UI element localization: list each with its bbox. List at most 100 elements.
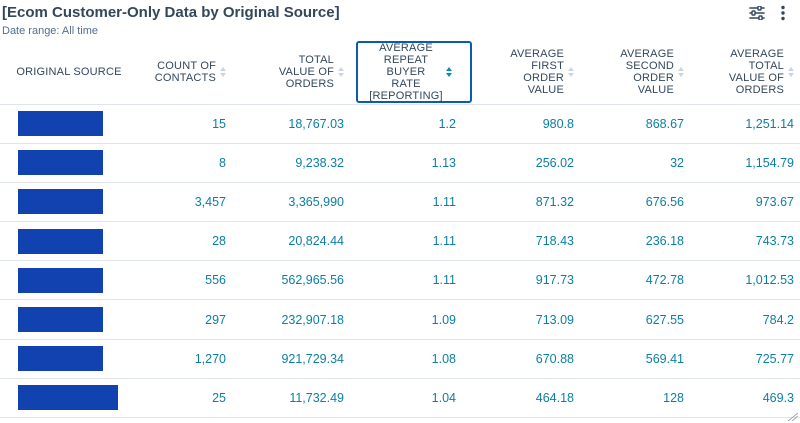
cell-second_order: 868.67 (580, 104, 690, 144)
cell-avg_total: 1,251.14 (690, 104, 800, 144)
column-header-label: AVERAGE FIRST ORDER VALUE (510, 48, 564, 96)
column-header-label: TOTAL VALUE OF ORDERS (279, 54, 334, 90)
cell-avg_total: 1,154.79 (690, 143, 800, 183)
cell-first_order: 718.43 (478, 221, 580, 262)
sort-arrows-icon[interactable] (338, 66, 344, 77)
header-line: ORDERS (735, 83, 784, 96)
header-line: VALUE (637, 83, 674, 96)
cell-second_order: 32 (580, 143, 690, 183)
date-range-label: Date range: All time (2, 25, 98, 37)
column-header-contacts[interactable]: COUNT OF CONTACTS (138, 40, 232, 105)
header-line: CONTACTS (154, 71, 216, 84)
cell-avg_total: 469.3 (690, 378, 800, 419)
cell-repeat_rate: 1.09 (350, 299, 478, 340)
column-header-label: AVERAGE TOTAL VALUE OF ORDERS (729, 48, 784, 96)
cell-original-source (0, 182, 138, 223)
cell-repeat_rate: 1.2 (350, 104, 478, 144)
cell-second_order: 472.78 (580, 260, 690, 301)
header-line: REPEAT BUYER (383, 53, 429, 78)
header-line: VALUE (527, 83, 564, 96)
cell-second_order: 569.41 (580, 339, 690, 379)
cell-contacts: 1,270 (138, 339, 232, 379)
header-line: AVERAGE (730, 47, 784, 60)
column-header-first_order[interactable]: AVERAGE FIRST ORDER VALUE (478, 40, 580, 105)
header-line: ORIGINAL SOURCE (16, 65, 122, 78)
cell-contacts: 25 (138, 378, 232, 419)
sort-arrows-icon[interactable] (220, 66, 226, 77)
more-options-button[interactable] (774, 4, 792, 22)
vertical-ellipsis-icon (781, 5, 785, 21)
cell-total_value: 9,238.32 (232, 143, 350, 183)
report-table: ORIGINAL SOURCE COUNT OF CONTACTS TOTAL VALU… (0, 40, 800, 419)
cell-first_order: 464.18 (478, 378, 580, 419)
cell-second_order: 128 (580, 378, 690, 419)
header-line: ORDERS (285, 77, 334, 90)
cell-second_order: 627.55 (580, 299, 690, 340)
column-header-label: COUNT OF CONTACTS (155, 60, 216, 84)
cell-first_order: 917.73 (478, 260, 580, 301)
report-title: [Ecom Customer-Only Data by Original Sou… (2, 4, 340, 21)
cell-avg_total: 973.67 (690, 182, 800, 223)
header-line: VALUE OF (278, 65, 334, 78)
column-header-avg_total[interactable]: AVERAGE TOTAL VALUE OF ORDERS (690, 40, 800, 105)
table-header-row: ORIGINAL SOURCE COUNT OF CONTACTS TOTAL VALU… (0, 40, 800, 105)
resize-grip-icon[interactable] (788, 413, 798, 421)
column-header-second_order[interactable]: AVERAGE SECOND ORDER VALUE (580, 40, 690, 105)
cell-first_order: 713.09 (478, 299, 580, 340)
cell-contacts: 28 (138, 221, 232, 262)
cell-total_value: 921,729.34 (232, 339, 350, 379)
cell-contacts: 15 (138, 104, 232, 144)
sliders-icon (749, 6, 765, 20)
cell-total_value: 562,965.56 (232, 260, 350, 301)
header-line: COUNT OF (157, 59, 216, 72)
cell-contacts: 556 (138, 260, 232, 301)
cell-total_value: 3,365,990 (232, 182, 350, 223)
sort-arrows-icon[interactable] (568, 66, 574, 77)
cell-first_order: 871.32 (478, 182, 580, 223)
cell-avg_total: 1,012.53 (690, 260, 800, 301)
cell-total_value: 20,824.44 (232, 221, 350, 262)
cell-repeat_rate: 1.08 (350, 339, 478, 379)
redacted-source-label (18, 307, 103, 333)
header-line: RATE (391, 77, 421, 90)
cell-original-source (0, 260, 138, 301)
cell-repeat_rate: 1.13 (350, 143, 478, 183)
report-toolbar (748, 4, 792, 22)
sort-arrows-icon[interactable] (788, 66, 794, 77)
column-header-repeat_rate[interactable]: AVERAGE REPEAT BUYER RATE [REPORTING] (350, 40, 478, 105)
cell-total_value: 11,732.49 (232, 378, 350, 419)
cell-original-source (0, 339, 138, 379)
header-line: TOTAL (298, 53, 334, 66)
cell-original-source (0, 104, 138, 144)
cell-avg_total: 743.73 (690, 221, 800, 262)
cell-contacts: 297 (138, 299, 232, 340)
cell-avg_total: 725.77 (690, 339, 800, 379)
redacted-source-label (18, 150, 103, 176)
table-row: 297 232,907.18 1.09 713.09 627.55 784.2 (0, 299, 800, 340)
cell-original-source (0, 221, 138, 262)
column-header-label: ORIGINAL SOURCE (16, 66, 121, 78)
sort-arrows-icon[interactable] (678, 66, 684, 77)
redacted-source-label (18, 267, 103, 293)
header-line: AVERAGE (510, 47, 564, 60)
cell-first_order: 980.8 (478, 104, 580, 144)
sort-arrows-icon[interactable] (446, 66, 452, 77)
cell-original-source (0, 143, 138, 183)
header-line: TOTAL (748, 59, 784, 72)
cell-repeat_rate: 1.11 (350, 182, 478, 223)
redacted-source-label (18, 111, 103, 137)
table-row: 1,270 921,729.34 1.08 670.88 569.41 725.77 (0, 339, 800, 379)
cell-total_value: 18,767.03 (232, 104, 350, 144)
table-row: 3,457 3,365,990 1.11 871.32 676.56 973.67 (0, 182, 800, 223)
filter-button[interactable] (748, 4, 766, 22)
column-header-label: AVERAGE REPEAT BUYER RATE [REPORTING] (366, 42, 446, 102)
cell-first_order: 256.02 (478, 143, 580, 183)
table-row: 8 9,238.32 1.13 256.02 32 1,154.79 (0, 143, 800, 183)
column-header-total_value[interactable]: TOTAL VALUE OF ORDERS (232, 40, 350, 105)
header-line: AVERAGE (620, 47, 674, 60)
table-row: 15 18,767.03 1.2 980.8 868.67 1,251.14 (0, 104, 800, 144)
table-body: 15 18,767.03 1.2 980.8 868.67 1,251.14 8 9,238.… (0, 104, 800, 419)
header-line: [REPORTING] (369, 89, 443, 102)
column-header-label: AVERAGE SECOND ORDER VALUE (620, 48, 674, 96)
cell-repeat_rate: 1.11 (350, 260, 478, 301)
